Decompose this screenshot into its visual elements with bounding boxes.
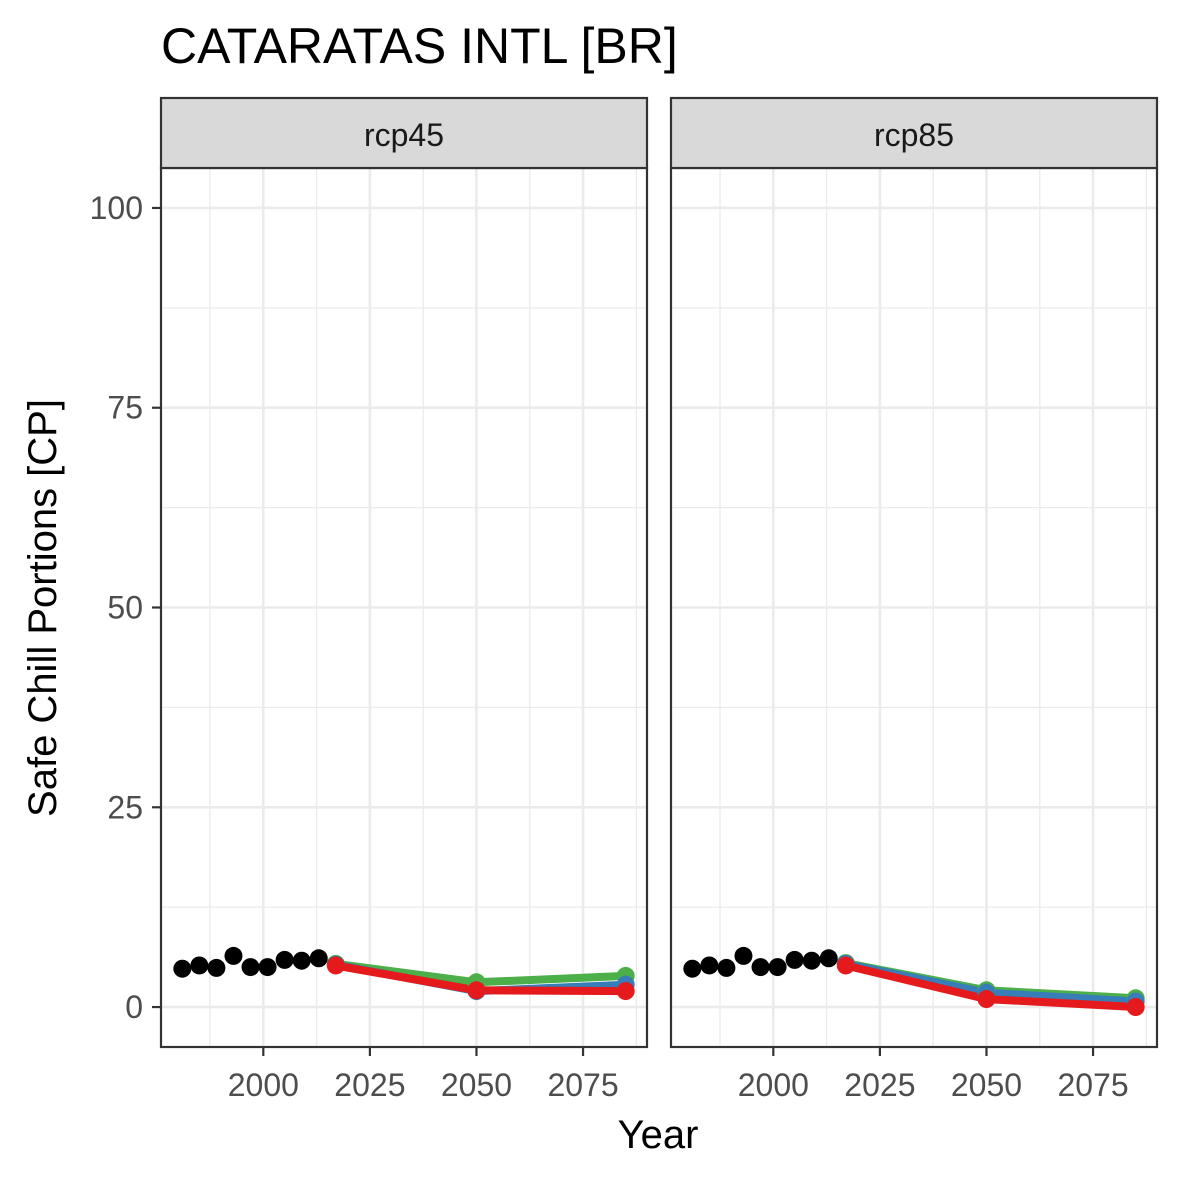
x-tick-label: 2050 xyxy=(951,1067,1022,1103)
y-tick-label: 0 xyxy=(125,989,143,1025)
historic-point xyxy=(785,950,804,969)
x-tick-label: 2000 xyxy=(228,1067,299,1103)
x-tick-label: 2050 xyxy=(441,1067,512,1103)
historic-point xyxy=(717,958,736,977)
historic-point xyxy=(734,946,753,965)
historic-point xyxy=(802,951,821,970)
historic-point xyxy=(173,959,192,978)
historic-point xyxy=(190,956,209,975)
series-point-red xyxy=(616,982,635,1001)
y-tick-label: 50 xyxy=(107,590,143,626)
panel-rcp45: rcp45 2000 2025 2050 2075 xyxy=(159,96,649,1103)
y-axis-title: Safe Chill Portions [CP] xyxy=(21,399,65,817)
panel-rcp85: rcp85 2000 2025 2050 2075 xyxy=(669,96,1159,1103)
series-point-red xyxy=(836,956,855,975)
facet-strip-label: rcp45 xyxy=(364,117,444,153)
historic-point xyxy=(292,951,311,970)
historic-point xyxy=(224,946,243,965)
historic-point xyxy=(207,958,226,977)
x-tick-label: 2025 xyxy=(844,1067,915,1103)
y-tick-label: 75 xyxy=(107,390,143,426)
y-axis: 0 25 50 75 100 xyxy=(90,190,161,1025)
historic-point xyxy=(683,959,702,978)
x-tick-label: 2025 xyxy=(334,1067,405,1103)
historic-point xyxy=(309,949,328,968)
facet-strip xyxy=(159,96,649,170)
facet-strip xyxy=(669,96,1159,170)
series-point-red xyxy=(977,990,996,1009)
x-tick-label: 2000 xyxy=(738,1067,809,1103)
historic-point xyxy=(768,958,787,977)
historic-point xyxy=(241,958,260,977)
historic-point xyxy=(275,950,294,969)
x-tick-label: 2075 xyxy=(1057,1067,1128,1103)
x-tick-label: 2075 xyxy=(547,1067,618,1103)
facet-strip-label: rcp85 xyxy=(874,117,954,153)
series-point-red xyxy=(467,981,486,1000)
series-point-red xyxy=(1126,998,1145,1017)
chart-title: CATARATAS INTL [BR] xyxy=(161,18,678,74)
series-point-red xyxy=(326,956,345,975)
y-tick-label: 25 xyxy=(107,789,143,825)
y-tick-label: 100 xyxy=(90,190,143,226)
historic-point xyxy=(751,958,770,977)
historic-point xyxy=(819,949,838,968)
historic-point xyxy=(700,956,719,975)
historic-point xyxy=(258,958,277,977)
x-axis-title: Year xyxy=(618,1113,699,1157)
panels-group: rcp45 2000 2025 2050 2075 rcp85 2000 2025 2050 20… xyxy=(159,96,1159,1103)
